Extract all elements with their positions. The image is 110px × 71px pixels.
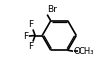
- Text: F: F: [28, 42, 33, 51]
- Text: F: F: [28, 20, 33, 29]
- Text: CH₃: CH₃: [78, 47, 94, 56]
- Text: Br: Br: [47, 5, 57, 14]
- Text: O: O: [73, 47, 80, 56]
- Text: F: F: [23, 32, 28, 41]
